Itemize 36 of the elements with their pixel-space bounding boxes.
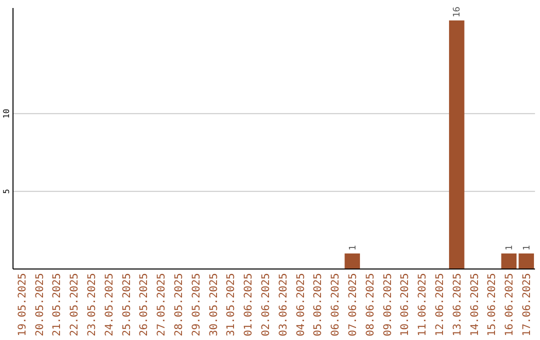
x-tick-label: 27.05.2025 xyxy=(156,273,168,336)
x-tick-label: 05.06.2025 xyxy=(312,273,324,336)
x-tick-label: 17.06.2025 xyxy=(520,273,533,336)
data-label: 1 xyxy=(348,245,358,250)
x-tick-label: 19.05.2025 xyxy=(16,273,28,336)
x-tick-label: 03.06.2025 xyxy=(277,273,290,336)
x-tick-label: 14.06.2025 xyxy=(468,273,481,336)
x-tick-label: 10.06.2025 xyxy=(399,273,412,336)
x-tick-label: 20.05.2025 xyxy=(34,273,46,336)
y-tick-label: 10 xyxy=(2,108,11,118)
x-tick-label: 12.06.2025 xyxy=(434,273,446,336)
x-tick-label: 04.06.2025 xyxy=(294,273,307,336)
data-label: 1 xyxy=(504,245,515,250)
data-label: 1 xyxy=(522,245,532,250)
x-tick-label: 31.05.2025 xyxy=(225,273,238,336)
x-tick-label: 23.05.2025 xyxy=(86,273,98,336)
x-tick-label: 26.05.2025 xyxy=(138,273,150,336)
x-tick-label: 02.06.2025 xyxy=(260,273,272,336)
x-tick-label: 15.06.2025 xyxy=(486,273,498,336)
data-label: 16 xyxy=(452,6,463,18)
x-tick-label: 24.05.2025 xyxy=(103,273,116,336)
x-tick-label: 21.05.2025 xyxy=(51,273,64,336)
x-tick-label: 30.05.2025 xyxy=(208,273,220,336)
x-tick-label: 08.06.2025 xyxy=(364,273,376,336)
x-tick-label: 28.05.2025 xyxy=(172,273,185,336)
x-tick-label: 25.05.2025 xyxy=(120,273,133,336)
x-tick-label: 13.06.2025 xyxy=(451,273,464,336)
x-tick-label: 09.06.2025 xyxy=(382,273,394,336)
x-tick-label: 22.05.2025 xyxy=(68,273,81,336)
x-tick-label: 11.06.2025 xyxy=(416,273,429,336)
x-tick-label: 16.06.2025 xyxy=(504,273,516,336)
y-tick-label: 5 xyxy=(2,188,11,194)
x-tick-label: 07.06.2025 xyxy=(346,273,359,336)
x-tick-label: 06.06.2025 xyxy=(330,273,342,336)
x-tick-label: 01.06.2025 xyxy=(242,273,255,336)
x-tick-label: 29.05.2025 xyxy=(190,273,202,336)
